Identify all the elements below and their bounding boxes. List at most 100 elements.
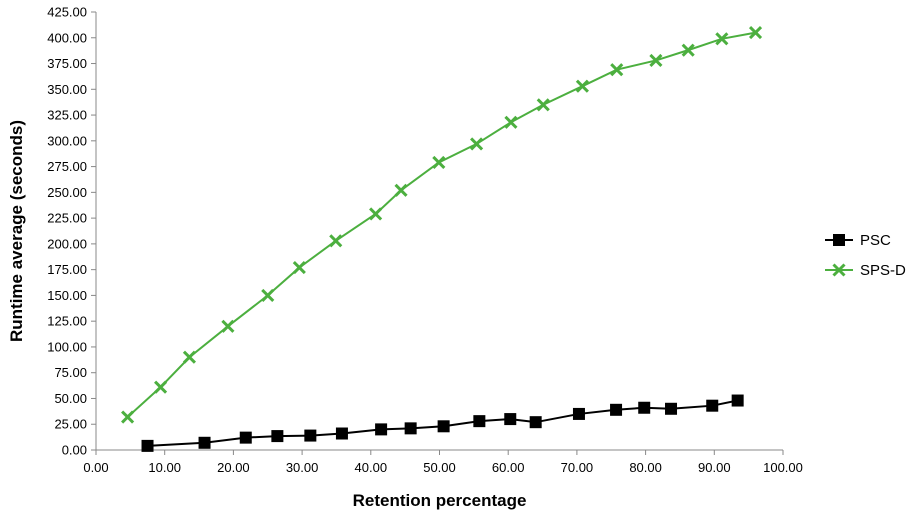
- data-point-sps-d-stroke: [154, 380, 168, 394]
- x-tick-label: 80.00: [629, 460, 662, 475]
- data-point-sps-d: [261, 288, 275, 302]
- data-point-psc: [572, 407, 585, 420]
- data-point-sps-d-stroke: [221, 319, 235, 333]
- data-point-psc: [731, 394, 744, 407]
- y-tick-label: 175.00: [47, 262, 87, 277]
- data-point-psc: [271, 430, 284, 443]
- y-tick-label: 75.00: [54, 365, 87, 380]
- series-layer: [121, 26, 763, 452]
- legend-marker-sps-d-stroke: [832, 263, 846, 277]
- data-point-sps-d-stroke: [748, 26, 763, 40]
- y-tick-label: 325.00: [47, 108, 87, 123]
- legend-label-psc: PSC: [860, 232, 891, 249]
- x-tick-label: 100.00: [763, 460, 803, 475]
- data-point-sps-d: [121, 410, 135, 424]
- y-axis-title: Runtime average (seconds): [7, 120, 26, 342]
- y-tick-label: 125.00: [47, 314, 87, 329]
- data-point-sps-d-stroke: [536, 98, 550, 112]
- y-tick-label: 50.00: [54, 391, 87, 406]
- x-tick-label: 30.00: [286, 460, 319, 475]
- legend-item-sps-d: SPS-D: [825, 262, 906, 279]
- data-point-psc: [706, 399, 719, 412]
- data-point-psc: [504, 413, 517, 426]
- y-tick-label: 350.00: [47, 82, 87, 97]
- y-tick-label: 275.00: [47, 159, 87, 174]
- data-point-sps-d-stroke: [432, 155, 446, 170]
- axes: [95, 12, 783, 451]
- y-tick-label: 400.00: [47, 30, 87, 45]
- data-point-sps-d-stroke: [649, 53, 663, 67]
- y-tick-label: 0.00: [62, 443, 87, 458]
- data-point-sps-d: [182, 350, 196, 364]
- data-point-sps-d: [369, 207, 383, 221]
- data-point-sps-d: [329, 234, 343, 248]
- x-tick-label: 10.00: [148, 460, 181, 475]
- data-point-sps-d-stroke: [182, 350, 196, 364]
- data-point-psc: [610, 403, 623, 416]
- data-point-sps-d-stroke: [261, 288, 275, 302]
- x-tick-label: 20.00: [217, 460, 250, 475]
- data-point-sps-d: [536, 98, 550, 112]
- data-point-sps-d: [470, 137, 484, 151]
- data-point-psc: [665, 402, 678, 415]
- data-point-sps-d-stroke: [575, 79, 589, 93]
- data-point-psc: [239, 431, 252, 444]
- data-point-psc: [473, 415, 486, 428]
- series-line-sps-d: [126, 31, 756, 418]
- data-point-sps-d: [292, 261, 306, 275]
- x-ticks: 0.00 10.00 20.00 30.00 40.00 50.00 60.00 70.00 8…: [83, 450, 803, 475]
- y-tick-label: 425.00: [47, 5, 87, 20]
- data-point-sps-d: [504, 115, 518, 129]
- data-point-sps-d: [432, 155, 446, 170]
- data-point-sps-d-stroke: [715, 32, 729, 46]
- data-point-sps-d-stroke: [610, 63, 624, 77]
- legend-marker-sps-d: [832, 263, 846, 277]
- data-point-sps-d: [649, 53, 663, 67]
- data-point-sps-d-stroke: [470, 137, 484, 151]
- series-sps-d: [121, 26, 763, 424]
- y-tick-label: 200.00: [47, 236, 87, 251]
- y-ticks: 0.00 25.00 50.00 75.00 100.00 125.00 150.00 175…: [47, 5, 96, 458]
- data-point-sps-d: [575, 79, 589, 93]
- data-point-psc: [375, 423, 388, 436]
- x-tick-label: 0.00: [83, 460, 108, 475]
- legend-marker-psc: [833, 234, 845, 246]
- y-tick-label: 300.00: [47, 133, 87, 148]
- y-tick-label: 150.00: [47, 288, 87, 303]
- data-point-psc: [437, 420, 450, 433]
- x-tick-label: 50.00: [423, 460, 456, 475]
- x-tick-label: 70.00: [561, 460, 594, 475]
- data-point-sps-d: [154, 380, 168, 394]
- data-point-sps-d: [681, 43, 695, 57]
- data-point-sps-d-stroke: [394, 183, 408, 197]
- legend-item-psc: PSC: [825, 232, 891, 249]
- x-tick-label: 40.00: [355, 460, 388, 475]
- data-point-sps-d: [610, 63, 624, 77]
- x-axis-title: Retention percentage: [353, 491, 527, 510]
- data-point-sps-d: [748, 26, 763, 40]
- x-tick-label: 60.00: [492, 460, 525, 475]
- data-point-psc: [638, 401, 651, 414]
- data-point-sps-d: [715, 32, 729, 46]
- y-tick-label: 100.00: [47, 339, 87, 354]
- y-tick-label: 250.00: [47, 185, 87, 200]
- data-point-sps-d-stroke: [292, 261, 306, 275]
- data-point-psc: [141, 439, 154, 452]
- data-point-sps-d-stroke: [681, 43, 695, 57]
- y-tick-label: 25.00: [54, 417, 87, 432]
- y-tick-label: 375.00: [47, 56, 87, 71]
- y-tick-label: 225.00: [47, 211, 87, 226]
- data-point-sps-d-stroke: [369, 207, 383, 221]
- data-point-sps-d: [221, 319, 235, 333]
- data-point-psc: [198, 436, 211, 449]
- data-point-sps-d-stroke: [504, 115, 518, 129]
- data-point-sps-d-stroke: [121, 410, 135, 424]
- legend: PSC SPS-D: [825, 232, 906, 279]
- data-point-psc: [404, 422, 417, 435]
- data-point-sps-d: [394, 183, 408, 197]
- data-point-sps-d-stroke: [329, 234, 343, 248]
- x-tick-label: 90.00: [698, 460, 731, 475]
- legend-label-sps-d: SPS-D: [860, 262, 906, 279]
